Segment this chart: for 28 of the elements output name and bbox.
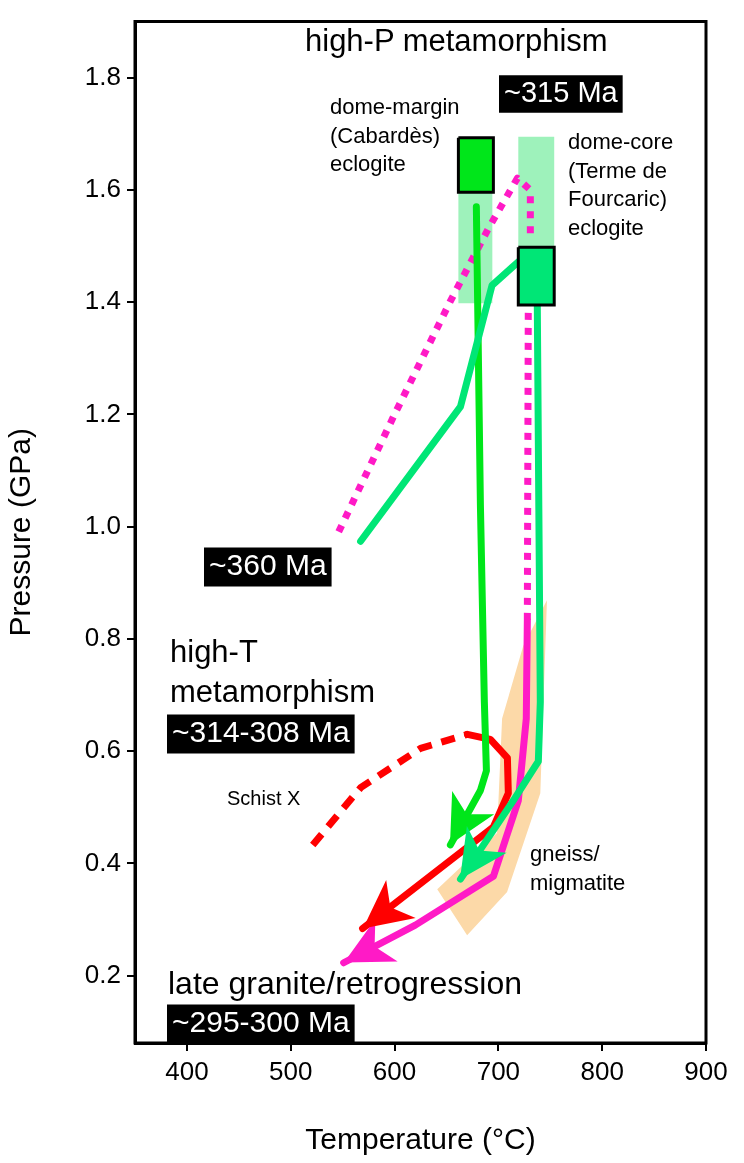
annotation: Schist X: [227, 786, 301, 809]
annotation: gneiss/ migmatite: [530, 841, 626, 895]
annotation: ~314-308 Ma: [172, 715, 350, 749]
annotation: ~360 Ma: [209, 548, 327, 582]
y-tick-label: 0.6: [84, 734, 121, 765]
annotation: high-P metamorphism: [305, 22, 608, 58]
y-tick-label: 1.0: [84, 509, 121, 540]
annotation: ~315 Ma: [504, 76, 619, 108]
annotation: dome-core (Terme de Fourcaric) eclogite: [568, 129, 674, 240]
y-tick-label: 0.8: [84, 622, 121, 653]
y-tick-label: 1.2: [84, 397, 121, 428]
y-tick-label: 0.4: [84, 846, 121, 877]
annotation: high-T metamorphism: [170, 633, 375, 709]
y-tick-label: 1.8: [84, 60, 121, 91]
x-axis-title: Temperature (°C): [305, 1122, 536, 1156]
y-tick-label: 1.4: [84, 285, 121, 316]
x-tick-label: 700: [476, 1055, 521, 1086]
x-tick-label: 900: [684, 1055, 728, 1086]
y-tick-label: 0.2: [84, 958, 121, 989]
annotation: late granite/retrogression: [168, 964, 522, 1001]
y-tick-label: 1.6: [84, 173, 121, 204]
x-tick-label: 400: [165, 1055, 209, 1086]
annotation: ~295-300 Ma: [172, 1005, 350, 1039]
x-tick-label: 500: [269, 1055, 313, 1086]
annotation: dome-margin (Cabardès) eclogite: [330, 94, 460, 177]
x-tick-label: 600: [372, 1055, 417, 1086]
y-axis-title: Pressure (GPa): [3, 428, 37, 637]
x-tick-label: 800: [580, 1055, 624, 1086]
